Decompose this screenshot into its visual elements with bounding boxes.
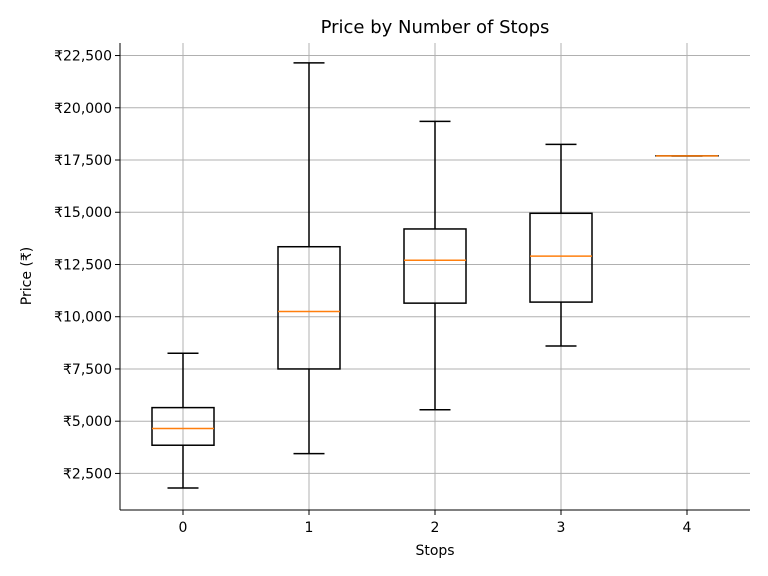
y-tick-label: ₹12,500 [54,257,112,273]
x-tick-label: 1 [305,520,314,536]
iqr-box [277,245,341,370]
x-axis-label: Stops [415,543,454,559]
box-group [277,62,341,455]
x-tick-label: 2 [431,520,440,536]
box-layer [151,62,719,489]
y-tick-label: ₹5,000 [63,414,112,430]
y-tick-label: ₹7,500 [63,362,112,378]
y-tick-label: ₹10,000 [54,310,112,326]
iqr-box [529,212,593,303]
y-tick-label: ₹2,500 [63,466,112,482]
x-tick-label: 3 [557,520,566,536]
x-tick-label: 0 [179,520,188,536]
y-axis-label: Price (₹) [19,247,35,305]
chart-title: Price by Number of Stops [321,17,550,38]
iqr-box [403,228,467,304]
x-tick-layer: 0 1 2 3 4 [179,510,692,536]
y-tick-label: ₹15,000 [54,205,112,221]
iqr-box [151,406,215,446]
y-tick-label: ₹17,500 [54,153,112,169]
y-tick-label: ₹22,500 [54,49,112,65]
box-group [403,120,467,411]
box-group [151,352,215,489]
y-tick-label: ₹20,000 [54,101,112,117]
y-tick-layer: ₹2,500 ₹5,000 ₹7,500 ₹10,000 ₹12,500 ₹15,000 ₹… [54,49,120,482]
box-group [529,143,593,347]
x-tick-label: 4 [683,520,692,536]
